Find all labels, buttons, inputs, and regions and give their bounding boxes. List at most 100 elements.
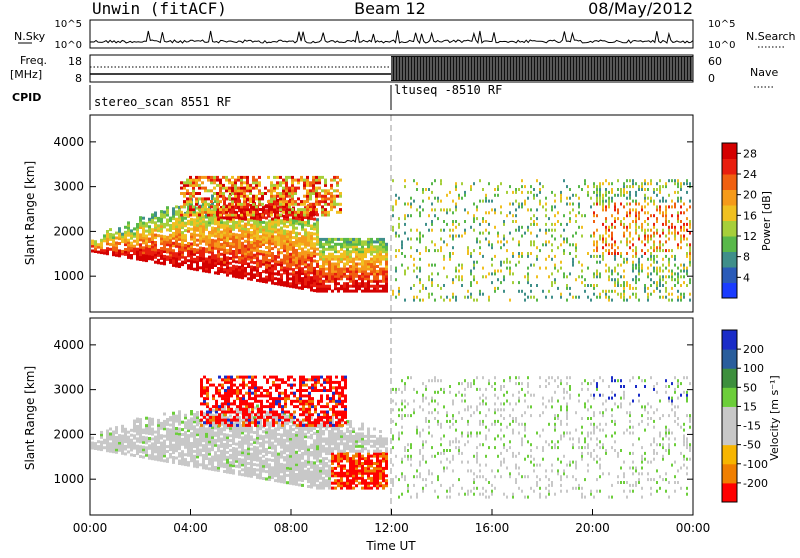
power-cell — [195, 192, 198, 195]
power-cell — [330, 187, 333, 190]
power-cell — [288, 192, 291, 195]
power-cell — [232, 250, 235, 253]
power-cell — [255, 197, 258, 200]
power-cell — [419, 252, 421, 255]
power-cell — [291, 197, 294, 200]
velocity-cell — [154, 431, 157, 434]
power-cell — [497, 194, 499, 197]
power-cell — [413, 179, 415, 182]
velocity-cell — [139, 455, 142, 458]
velocity-cell — [262, 435, 265, 438]
power-cell — [265, 221, 268, 224]
power-cell — [563, 229, 565, 232]
velocity-cell — [196, 428, 199, 431]
power-cell — [494, 211, 496, 214]
power-cell — [632, 238, 634, 241]
power-cell — [473, 217, 475, 220]
power-cell — [434, 243, 436, 246]
power-cell — [608, 299, 610, 302]
power-cell — [482, 232, 484, 235]
velocity-cell — [286, 422, 289, 425]
power-cell — [533, 243, 535, 246]
noise-trace — [90, 30, 693, 43]
power-cell — [252, 203, 255, 206]
power-cell — [184, 256, 187, 259]
power-cell — [282, 197, 285, 200]
power-cell — [210, 179, 213, 182]
power-cell — [449, 235, 451, 238]
power-cell — [659, 246, 661, 249]
power-cell — [449, 255, 451, 258]
power-cell — [674, 203, 676, 206]
power-cell — [419, 214, 421, 217]
velocity-cell — [220, 450, 223, 453]
power-cell — [683, 275, 685, 278]
power-cell — [635, 281, 637, 284]
station-title: Unwin (fitACF) — [92, 0, 227, 18]
power-colorbar-swatch — [722, 205, 737, 221]
power-cell — [252, 205, 255, 208]
power-cell — [509, 299, 511, 302]
power-cell — [680, 293, 682, 296]
velocity-cell — [121, 425, 124, 428]
power-cell — [234, 200, 237, 203]
power-cell — [196, 249, 199, 252]
power-cell — [611, 270, 613, 273]
power-cell — [235, 265, 238, 268]
power-cell — [620, 284, 622, 287]
power-cell — [223, 268, 226, 271]
power-cell — [440, 296, 442, 299]
power-cell — [219, 200, 222, 203]
power-cell — [581, 188, 583, 191]
power-cell — [288, 187, 291, 190]
power-cell — [596, 191, 598, 194]
power-cell — [467, 249, 469, 252]
power-cell — [569, 197, 571, 200]
power-cell — [277, 278, 280, 281]
power-cell — [358, 238, 361, 241]
power-cell — [416, 238, 418, 241]
power-cell — [183, 181, 186, 184]
power-cell — [252, 176, 255, 179]
power-cell — [653, 267, 655, 270]
velocity-cell — [265, 441, 268, 444]
velocity-cell — [163, 440, 166, 443]
velocity-cell — [238, 451, 241, 454]
power-cell — [283, 281, 286, 284]
velocity-cell — [127, 450, 130, 453]
power-cell — [271, 218, 274, 221]
power-cell — [306, 179, 309, 182]
power-cell — [539, 203, 541, 206]
power-cell — [330, 195, 333, 198]
power-cell — [264, 192, 267, 195]
power-cell — [641, 264, 643, 267]
power-cell — [198, 197, 201, 200]
power-cell — [109, 233, 112, 236]
power-cell — [626, 226, 628, 229]
power-cell — [401, 264, 403, 267]
power-cell — [653, 258, 655, 261]
power-cell — [554, 255, 556, 258]
power-cell — [252, 200, 255, 203]
power-cell — [455, 270, 457, 273]
power-cell — [617, 284, 619, 287]
velocity-cell — [283, 456, 286, 459]
power-cell — [674, 272, 676, 275]
power-cell — [231, 208, 234, 211]
power-cell — [506, 261, 508, 264]
power-cell — [259, 260, 262, 263]
power-cell — [315, 192, 318, 195]
power-cell — [142, 246, 145, 249]
velocity-cell — [247, 462, 250, 465]
power-cell — [145, 235, 148, 238]
velocity-cell — [259, 449, 262, 452]
power-cell — [258, 189, 261, 192]
power-cell — [398, 287, 400, 290]
velocity-cell — [262, 460, 265, 463]
power-cell — [376, 245, 379, 248]
velocity-cell — [172, 412, 175, 415]
power-cell — [244, 245, 247, 248]
velocity-cell — [157, 446, 160, 449]
power-cell — [572, 243, 574, 246]
power-cell — [288, 200, 291, 203]
